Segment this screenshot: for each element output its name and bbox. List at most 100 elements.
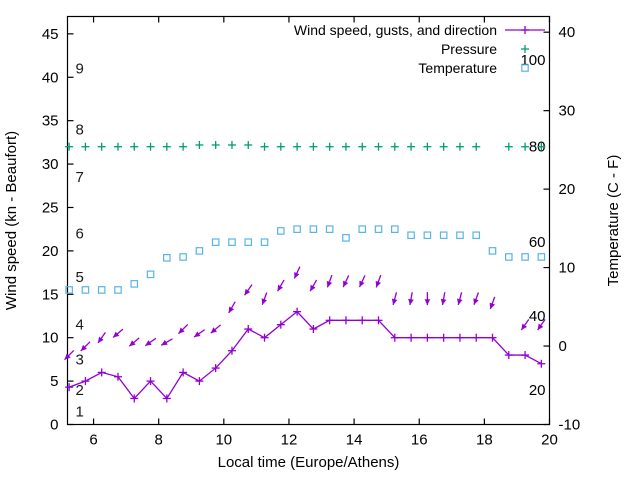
pressure-point <box>146 142 155 151</box>
wind-speed-point <box>309 325 318 334</box>
legend-sample-plus <box>521 26 529 34</box>
temperature-point <box>309 225 318 233</box>
wind-speed-point <box>472 333 481 342</box>
temperature-point <box>407 231 415 240</box>
gust-direction-arrow <box>326 274 333 288</box>
temperature-point <box>537 253 546 261</box>
pressure-axis-label: 60 <box>529 234 546 251</box>
gust-direction-arrow <box>537 318 546 331</box>
x-tick-label: 16 <box>411 432 428 449</box>
gust-direction-arrow <box>64 349 75 361</box>
gust-direction-arrow <box>243 284 253 296</box>
wind-speed-point <box>179 368 188 377</box>
pressure-point <box>227 140 236 149</box>
wind-speed-point <box>521 351 530 360</box>
wind-speed-point <box>276 320 285 329</box>
y-tick-label-left: 0 <box>50 417 58 434</box>
pressure-axis-label: 20 <box>529 382 546 399</box>
gust-direction-arrow <box>97 331 106 344</box>
temperature-point <box>439 231 448 240</box>
wind-speed-point <box>423 333 432 342</box>
gust-direction-arrow <box>210 324 222 334</box>
wind-speed-point <box>407 333 416 342</box>
pressure-point <box>81 142 90 151</box>
y-axis-title-left: Wind speed (kn - Beaufort) <box>3 131 20 310</box>
y-tick-label-left: 20 <box>42 243 59 260</box>
x-tick-label: 18 <box>476 432 493 449</box>
pressure-point <box>113 142 122 151</box>
wind-speed-point <box>358 316 367 325</box>
temperature-point <box>163 254 171 262</box>
gust-direction-arrow <box>309 279 318 292</box>
temperature-point <box>488 247 497 255</box>
temperature-point <box>244 238 253 247</box>
x-tick-label: 12 <box>281 432 298 449</box>
gust-direction-arrow <box>358 275 366 288</box>
temperature-point <box>391 225 399 233</box>
gust-direction-arrow <box>178 323 189 335</box>
beaufort-scale-label: 1 <box>76 403 84 420</box>
temperature-point <box>293 225 301 233</box>
wind-speed-point <box>374 316 383 325</box>
temperature-point <box>179 253 187 261</box>
beaufort-scale-label: 9 <box>76 61 84 78</box>
y-tick-label-left: 25 <box>42 199 59 216</box>
pressure-point <box>407 142 416 151</box>
pressure-point <box>439 142 448 151</box>
pressure-axis-label: 40 <box>529 308 546 325</box>
gust-direction-arrow <box>375 274 382 288</box>
wind-speed-point <box>341 316 350 325</box>
beaufort-scale-label: 3 <box>76 351 84 368</box>
x-tick-label: 6 <box>89 432 97 449</box>
x-tick-label: 8 <box>155 432 163 449</box>
wind-speed-point <box>113 372 122 381</box>
temperature-point <box>114 286 122 294</box>
wind-speed-point <box>293 307 302 316</box>
beaufort-scale-label: 5 <box>76 269 84 286</box>
y-tick-label-right: 30 <box>559 103 576 120</box>
y-tick-label-left: 5 <box>50 373 58 390</box>
pressure-axis-label: 100 <box>520 52 545 69</box>
temperature-point <box>65 286 73 294</box>
beaufort-scale-label: 7 <box>76 169 84 186</box>
pressure-point <box>423 142 432 151</box>
gust-direction-arrow <box>457 292 463 306</box>
beaufort-scale-label: 8 <box>76 121 84 138</box>
pressure-point <box>325 142 334 151</box>
gust-direction-arrow <box>228 301 236 314</box>
gust-direction-arrow <box>342 275 350 288</box>
pressure-point <box>309 142 318 151</box>
wind-speed-point <box>81 377 90 386</box>
y-tick-label-left: 45 <box>42 26 59 43</box>
pressure-point <box>195 140 204 149</box>
beaufort-scale-label: 6 <box>76 226 84 243</box>
pressure-point <box>244 140 253 149</box>
gust-direction-arrow <box>80 341 91 352</box>
pressure-point <box>130 142 139 151</box>
pressure-point <box>358 142 367 151</box>
wind-speed-point <box>390 333 399 342</box>
gust-direction-arrow <box>277 279 285 292</box>
gust-direction-arrow <box>193 329 206 338</box>
gust-direction-arrow <box>520 318 530 331</box>
gust-direction-arrow <box>489 296 496 310</box>
gust-direction-arrow <box>144 337 157 347</box>
gust-direction-arrow <box>473 292 480 305</box>
temperature-point <box>277 227 285 235</box>
gust-direction-arrow <box>293 266 301 279</box>
beaufort-scale-label: 2 <box>76 382 84 399</box>
wind-speed-point <box>162 394 171 403</box>
pressure-point <box>455 142 464 151</box>
wind-speed-point <box>97 368 106 377</box>
temperature-point <box>97 286 106 294</box>
wind-speed-point <box>488 333 497 342</box>
y-tick-label-right: 20 <box>559 181 576 198</box>
pressure-point <box>97 142 106 151</box>
x-tick-label: 20 <box>541 432 558 449</box>
temperature-point <box>521 253 529 261</box>
gust-direction-arrow <box>440 292 447 306</box>
y-tick-label-right: 10 <box>559 260 576 277</box>
y-tick-label-left: 35 <box>42 113 59 130</box>
x-axis-title: Local time (Europe/Athens) <box>218 454 400 471</box>
